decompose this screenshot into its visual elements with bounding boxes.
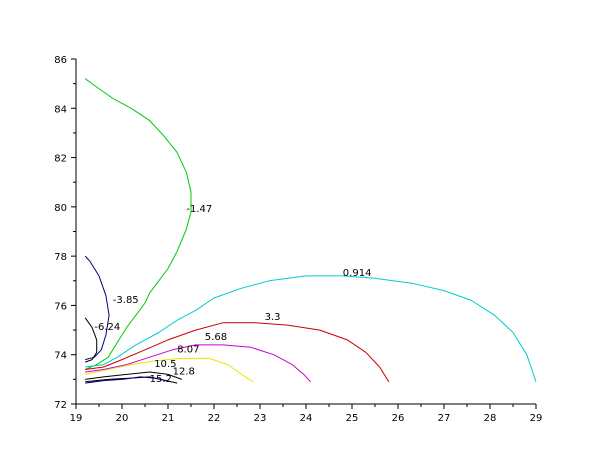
contour-label-4: 3.3 [265,312,281,323]
y-tick-label: 82 [54,154,67,165]
contour-label-8: 12.8 [173,366,195,377]
contour-label-5: 5.68 [205,332,227,343]
y-tick-label: 74 [54,351,67,362]
x-tick-label: 29 [530,413,543,424]
contour-label-7: 10.5 [154,359,176,370]
x-tick-label: 24 [300,413,313,424]
contour-label-1: -3.85 [113,295,139,306]
x-tick-label: 26 [392,413,405,424]
contour-line-1 [84,255,110,361]
x-tick-label: 20 [116,413,129,424]
y-tick-label: 86 [54,55,67,66]
contour-line-0 [84,78,192,370]
x-tick-label: 22 [208,413,221,424]
x-tick-label: 25 [346,413,359,424]
axes: 19 20 21 22 23 24 25 26 27 28 29 72 74 76 78 80 82 84 86 [54,55,542,424]
x-tick-label: 23 [254,413,267,424]
contour-line-7 [85,371,182,380]
contour-line-2 [84,317,98,363]
x-tick-label: 21 [162,413,175,424]
y-tick-label: 76 [54,301,67,312]
contour-line-5 [85,344,311,383]
contour-label-3: 0.914 [343,268,372,279]
contour-line-9 [85,376,166,384]
x-tick-label: 27 [438,413,451,424]
y-tick-label: 80 [54,203,67,214]
contour-label-9: 15.2 [150,374,172,385]
contour-line-6 [85,357,254,383]
y-tick-label: 78 [54,252,67,263]
contour-line-4 [85,322,390,383]
y-tick-label: 84 [54,104,67,115]
x-tick-label: 19 [70,413,83,424]
contour-label-2: -6.24 [94,322,120,333]
contour-label-6: 8.07 [177,344,199,355]
contour-label-0: -1.47 [186,204,212,215]
contour-labels: -1.47 -3.85 -6.24 0.914 3.3 5.68 8.0710.512.81… [94,204,371,385]
y-tick-label: 72 [54,400,67,411]
contour-line-3 [85,275,537,382]
contour-lines [84,78,537,384]
x-tick-label: 28 [484,413,497,424]
